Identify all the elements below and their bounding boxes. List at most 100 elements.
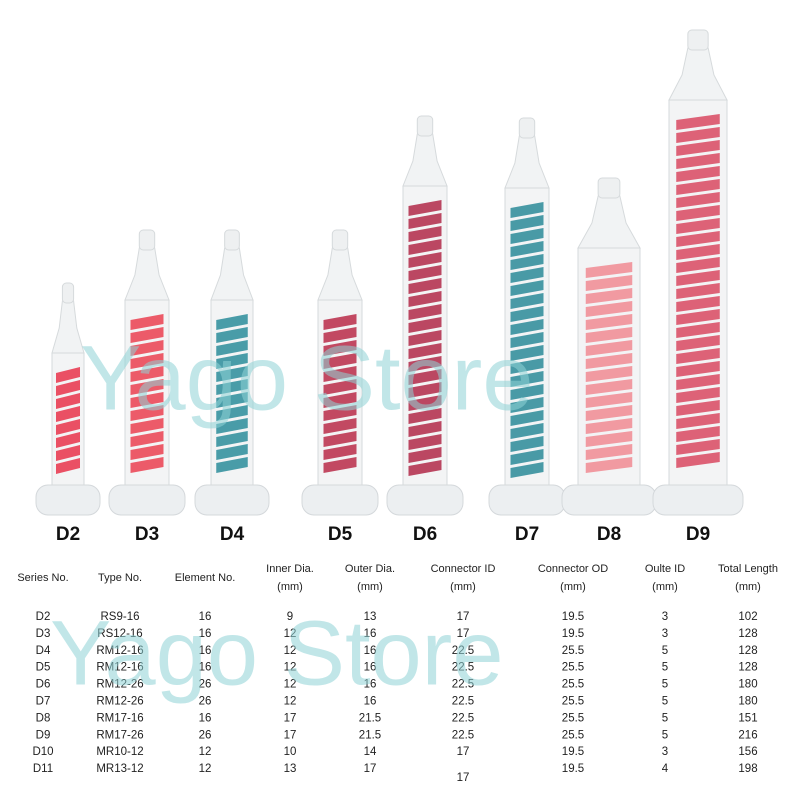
- table-cell: D9: [36, 729, 51, 741]
- mixer-element: [130, 353, 164, 369]
- mixer-element: [408, 252, 442, 268]
- column-header: Connector OD: [538, 563, 608, 575]
- column-header: (mm): [277, 581, 303, 593]
- table-cell: 5: [662, 729, 668, 741]
- mixer-element: [56, 367, 80, 383]
- watermark: Yago Store: [50, 602, 504, 704]
- table-cell: D6: [36, 679, 51, 691]
- mixer-element: [323, 431, 357, 447]
- table-cell: 5: [662, 645, 668, 657]
- mixer-element: [510, 267, 544, 283]
- table-cell: 16: [364, 696, 377, 708]
- mixer-element: [216, 457, 248, 473]
- table-cell: 19.5: [562, 746, 584, 758]
- nozzle: [108, 229, 186, 516]
- column-header: Total Length: [718, 563, 778, 575]
- mixer-element: [323, 444, 357, 460]
- table-cell: 21.5: [359, 729, 381, 741]
- product-label: D8: [597, 524, 621, 545]
- table-cell: RS9-16: [101, 611, 140, 623]
- mixer-element: [130, 379, 164, 395]
- mixer-element: [323, 327, 357, 343]
- table-cell: 25.5: [562, 696, 584, 708]
- mixer-element: [510, 410, 544, 426]
- mixer-element: [408, 200, 442, 216]
- table-cell: 12: [284, 696, 297, 708]
- table-cell: 17: [457, 611, 470, 623]
- mixer-element: [585, 392, 633, 408]
- table-cell: 151: [738, 712, 757, 724]
- mixer-element: [676, 439, 720, 455]
- table-cell: 5: [662, 696, 668, 708]
- table-cell: 17: [457, 746, 470, 758]
- table-cell: RM12-26: [96, 679, 143, 691]
- table-cell: D2: [36, 611, 51, 623]
- table-cell: 25.5: [562, 662, 584, 674]
- mixer-element: [408, 330, 442, 346]
- mixer-element: [216, 431, 248, 447]
- table-cell: MR13-12: [96, 763, 143, 775]
- mixer-element: [130, 444, 164, 460]
- mixer-element: [585, 431, 633, 447]
- table-cell: 17: [457, 628, 470, 640]
- product-label: D7: [515, 524, 539, 545]
- table-cell: 128: [738, 628, 757, 640]
- nozzle-base: [108, 484, 186, 516]
- table-cell: 22.5: [452, 662, 474, 674]
- mixer-element: [408, 317, 442, 333]
- mixer-element: [56, 380, 80, 396]
- mixer-element: [510, 306, 544, 322]
- nozzle-tip: [416, 115, 434, 137]
- nozzle-tip: [687, 29, 709, 51]
- table-cell: 3: [662, 746, 668, 758]
- table-cell: RM12-26: [96, 696, 143, 708]
- table-cell: RS12-16: [97, 628, 142, 640]
- table-cell: 5: [662, 712, 668, 724]
- mixer-element: [408, 239, 442, 255]
- table-cell: 12: [284, 679, 297, 691]
- nozzle: [301, 229, 379, 516]
- table-cell: 16: [199, 611, 212, 623]
- table-cell: 22.5: [452, 712, 474, 724]
- mixer-element: [408, 408, 442, 424]
- mixer-element: [676, 348, 720, 364]
- mixer-element: [323, 366, 357, 382]
- mixer-element: [585, 327, 633, 343]
- mixer-element: [408, 265, 442, 281]
- table-cell: 17: [457, 772, 470, 784]
- mixer-element: [676, 114, 720, 130]
- mixer-element: [676, 257, 720, 273]
- mixer-element: [676, 270, 720, 286]
- table-cell: 12: [199, 763, 212, 775]
- mixer-element: [56, 406, 80, 422]
- table-cell: 16: [199, 662, 212, 674]
- table-cell: 26: [199, 696, 212, 708]
- mixer-element: [510, 384, 544, 400]
- table-cell: 21.5: [359, 712, 381, 724]
- table-cell: D8: [36, 712, 51, 724]
- table-cell: 25.5: [562, 645, 584, 657]
- column-header: Outer Dia.: [345, 563, 395, 575]
- mixer-element: [323, 392, 357, 408]
- table-cell: 17: [364, 763, 377, 775]
- mixer-element: [408, 278, 442, 294]
- mixer-element: [510, 202, 544, 218]
- product-label: D3: [135, 524, 159, 545]
- mixer-element: [676, 179, 720, 195]
- mixer-element: [216, 327, 248, 343]
- mixer-element: [323, 379, 357, 395]
- mixer-element: [323, 418, 357, 434]
- column-header: Type No.: [98, 572, 142, 584]
- table-cell: 128: [738, 662, 757, 674]
- table-cell: 5: [662, 679, 668, 691]
- product-label: D2: [56, 524, 80, 545]
- mixer-element: [130, 431, 164, 447]
- mixer-element: [585, 418, 633, 434]
- mixer-element: [676, 166, 720, 182]
- mixer-element: [216, 366, 248, 382]
- table-cell: D10: [32, 746, 53, 758]
- mixer-element: [676, 309, 720, 325]
- mixer-element: [585, 301, 633, 317]
- mixer-element: [216, 418, 248, 434]
- mixer-element: [676, 452, 720, 468]
